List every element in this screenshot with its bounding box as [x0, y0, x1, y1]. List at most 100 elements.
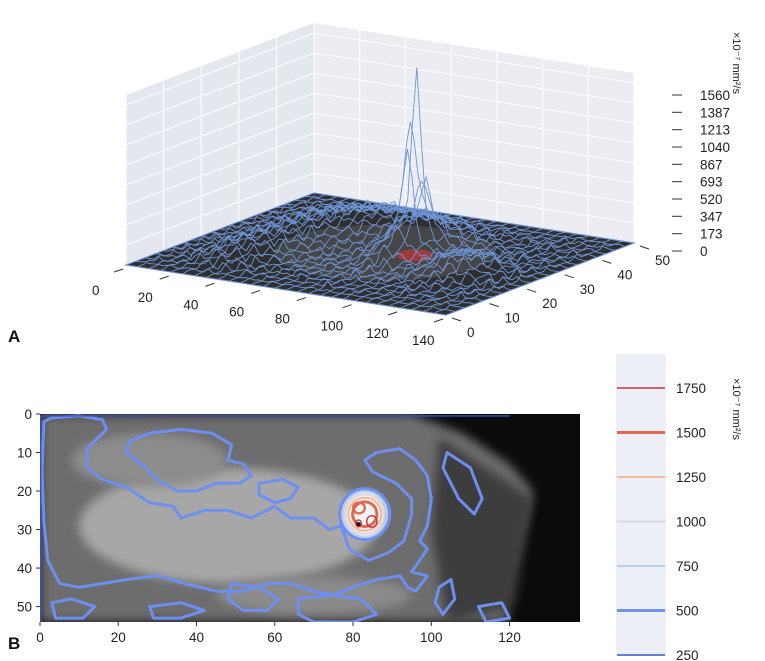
surface-col-line [354, 228, 543, 302]
x-tick-label: 20 [138, 290, 153, 305]
grid-line [125, 92, 635, 166]
contour-500 [338, 487, 392, 542]
z-tick-label: 173 [700, 227, 723, 242]
surface-plot-ticks: 0 20 40 60 80 100 120 140 0 10 20 30 40 50 0 173 347 520 6… [92, 88, 730, 348]
y-tick-label: 40 [17, 561, 32, 576]
dark-region [431, 437, 533, 622]
x-tick-label: 0 [92, 283, 100, 298]
surface-row-line [154, 252, 475, 305]
grid-line [125, 132, 635, 206]
legend-box [616, 354, 666, 654]
organ-region [71, 433, 228, 488]
contour-1500 [351, 501, 366, 515]
z-axis-unit-label: ×10⁻⁷ mm²/s [730, 32, 742, 95]
left-pane [126, 23, 314, 265]
legend-unit-label: ×10⁻⁷ mm²/s [730, 378, 742, 441]
y-tick-label: 20 [17, 484, 32, 499]
surface-col-line [228, 201, 418, 282]
y-tick-label: 50 [655, 253, 670, 268]
contour-1750 [366, 514, 378, 528]
organ-region [79, 467, 377, 584]
contour-500 [124, 427, 253, 493]
legend-label: 1000 [676, 515, 706, 530]
surface-plot-mesh [124, 67, 636, 316]
surface-col-line [445, 242, 635, 316]
x-tick-label: 120 [366, 326, 389, 341]
contour-500 [226, 582, 281, 612]
surface-col-line [400, 235, 589, 309]
contour-500 [40, 414, 433, 597]
x-tick-label: 60 [229, 304, 244, 319]
contour-1750 [355, 519, 362, 528]
z-tick-label: 1387 [700, 105, 730, 120]
surface-col-line [365, 230, 555, 303]
organ-region [216, 575, 412, 615]
surface-col-line [251, 200, 440, 285]
contour-500 [50, 597, 97, 620]
y-tick-label: 0 [467, 325, 475, 340]
base-tissue [273, 224, 494, 281]
z-tick-label: 1213 [700, 123, 730, 138]
back-pane [314, 23, 634, 243]
contour-500 [296, 593, 378, 622]
grid-line [125, 112, 635, 186]
y-tick-mark [602, 259, 612, 264]
x-tick-label: 40 [189, 630, 204, 645]
z-tick-label: 867 [700, 157, 723, 172]
x-tick-label: 80 [346, 630, 361, 645]
contour-lines [40, 414, 512, 622]
surface-col-line [240, 202, 429, 284]
x-tick-mark [205, 282, 215, 287]
x-tick-label: 100 [420, 630, 443, 645]
surface-col-line [388, 233, 577, 307]
y-tick-label: 30 [580, 282, 595, 297]
legend-label: 1500 [676, 426, 706, 441]
lesion-core-dot [356, 522, 361, 527]
contour-500 [148, 601, 206, 620]
surface-col-line [331, 224, 520, 298]
y-tick-mark [639, 245, 650, 250]
surface-col-line [125, 192, 315, 266]
contour-500 [433, 578, 457, 616]
z-tick-label: 1560 [700, 88, 730, 103]
contour-1000 [344, 493, 385, 535]
surface-col-line [285, 212, 475, 291]
y-tick-mark [527, 288, 537, 293]
contour-image [40, 414, 580, 622]
x-tick-mark [433, 318, 444, 323]
x-tick-label: 60 [267, 630, 282, 645]
grid-line [125, 72, 635, 146]
x-tick-mark [388, 311, 398, 316]
legend-label: 1250 [676, 470, 706, 485]
grid-line [125, 32, 635, 106]
surface-col-line [320, 180, 509, 296]
surface-col-line [297, 212, 486, 293]
x-tick-label: 0 [36, 630, 44, 645]
surface-plot-axes [125, 23, 635, 266]
x-tick-mark [113, 268, 124, 273]
surface-col-line [411, 237, 600, 311]
grid-line [125, 52, 635, 126]
x-tick-label: 140 [412, 333, 435, 348]
contour-750 [341, 490, 389, 538]
surface-col-line [422, 238, 612, 312]
legend-label: 1750 [676, 381, 706, 396]
surface-col-line [308, 121, 497, 295]
y-tick-label: 30 [17, 523, 32, 538]
x-tick-label: 100 [321, 319, 344, 334]
surface-plot-panel: 0 20 40 60 80 100 120 140 0 10 20 30 40 50 0 173 347 520 6… [8, 23, 742, 348]
x-tick-label: 120 [498, 630, 521, 645]
grid-line [125, 152, 635, 226]
x-tick-mark [250, 289, 261, 294]
panel-b-label: B [8, 634, 20, 653]
surface-col-line [217, 199, 406, 280]
legend-label: 250 [676, 648, 699, 661]
y-tick-label: 10 [17, 446, 32, 461]
x-tick-label: 20 [111, 630, 126, 645]
y-tick-label: 20 [542, 296, 557, 311]
legend-label: 750 [676, 559, 699, 574]
x-tick-mark [159, 275, 169, 280]
contour-250 [40, 415, 510, 622]
y-tick-label: 40 [617, 267, 632, 282]
